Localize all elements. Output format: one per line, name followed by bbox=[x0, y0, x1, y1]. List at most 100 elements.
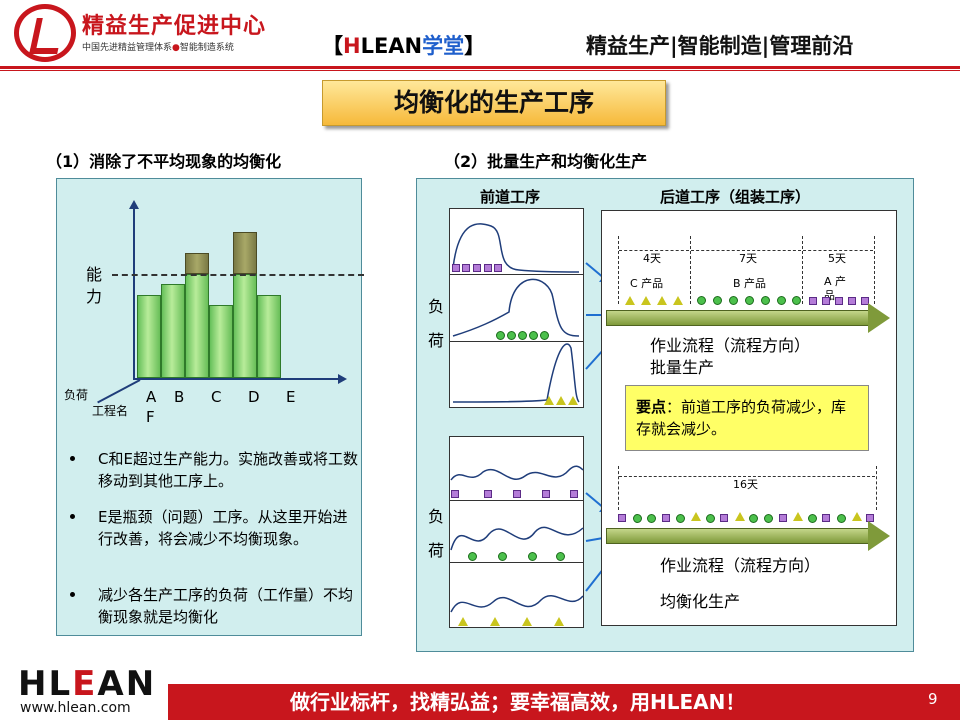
load-label-bottom: 负 荷 bbox=[428, 500, 448, 568]
segment-c-product: C 产品 bbox=[630, 277, 664, 290]
level-days: 16天 bbox=[733, 478, 758, 491]
c-product-square bbox=[861, 297, 869, 305]
dim-line-level bbox=[619, 476, 875, 477]
segment-c-days: 4天 bbox=[643, 252, 661, 265]
segment-marker bbox=[874, 236, 875, 304]
left-section-title: （1）消除了不平均现象的均衡化 bbox=[46, 152, 282, 171]
b-product-circle bbox=[761, 296, 770, 305]
b-product-circle bbox=[518, 331, 527, 340]
flow-direction-arrowhead-icon bbox=[868, 303, 890, 333]
load-bar-b bbox=[161, 284, 185, 378]
process-label-d: D bbox=[248, 388, 260, 406]
leveling-panel bbox=[56, 178, 362, 636]
footer-logo-an: AN bbox=[97, 664, 157, 704]
batch-mode-label: 批量生产 bbox=[650, 358, 715, 377]
b-product-circle bbox=[529, 331, 538, 340]
x-axis-label: 工程名 bbox=[92, 404, 129, 418]
footer-logo-l: L bbox=[48, 664, 73, 704]
segment-a-product: A 产品 bbox=[824, 275, 847, 302]
c-product-square bbox=[484, 490, 492, 498]
level-load-curve-1 bbox=[450, 465, 584, 481]
org-logo-icon bbox=[14, 4, 76, 62]
brand-lean: LEAN bbox=[360, 34, 423, 58]
bullet-2: E是瓶颈（问题）工序。从这里开始进行改善，将会减少不均衡现象。 bbox=[98, 508, 348, 548]
b-product-circle bbox=[496, 331, 505, 340]
y-axis-label: 负荷 bbox=[64, 388, 89, 402]
b-product-circle bbox=[792, 296, 801, 305]
b-product-circle bbox=[468, 552, 477, 561]
batch-load-curve-1 bbox=[452, 223, 580, 273]
overload-bar-e bbox=[233, 232, 257, 274]
brand-school: 学堂 bbox=[422, 34, 465, 58]
level-load-curves bbox=[450, 465, 584, 613]
load-label-top: 负 荷 bbox=[428, 290, 448, 358]
page-number: 9 bbox=[928, 690, 938, 708]
header-divider bbox=[0, 66, 960, 69]
a-product-triangle bbox=[490, 617, 500, 626]
process-label-b: B bbox=[174, 388, 185, 406]
key-point-note: 要点：前道工序的负荷减少，库存就会减少。 bbox=[625, 385, 869, 451]
batch-load-curves bbox=[452, 223, 580, 403]
footer-bar bbox=[168, 684, 960, 720]
process-label-c: C bbox=[211, 388, 222, 406]
segment-marker bbox=[618, 466, 619, 510]
c-product-square bbox=[451, 490, 459, 498]
load-bar-a bbox=[137, 294, 161, 378]
b-product-circle bbox=[697, 296, 706, 305]
a-product-triangle bbox=[734, 512, 745, 521]
b-product-circle bbox=[556, 552, 565, 561]
org-subtitle: 中国先进精益管理体系●智能制造系统 bbox=[82, 40, 234, 53]
flow-direction-arrowhead-icon bbox=[868, 521, 890, 551]
load-bar-e bbox=[233, 274, 257, 378]
brand-h: H bbox=[343, 34, 361, 58]
c-product-square bbox=[720, 514, 729, 522]
load-bar-f bbox=[257, 294, 281, 378]
footer-logo: HLEAN bbox=[18, 664, 156, 704]
segment-marker bbox=[690, 236, 691, 304]
key-point-bold: 要点 bbox=[636, 398, 667, 416]
b-product-circle bbox=[647, 514, 657, 523]
header-tagline: 精益生产|智能制造|管理前沿 bbox=[586, 34, 854, 58]
load-bar-c bbox=[185, 274, 209, 378]
c-product-square bbox=[835, 297, 843, 305]
load-bar-d bbox=[209, 305, 233, 378]
b-product-circle bbox=[745, 296, 754, 305]
c-product-square bbox=[513, 490, 521, 498]
bullet-1: C和E超过生产能力。实施改善或将工数移动到其他工序上。 bbox=[98, 450, 358, 490]
a-product-triangle bbox=[851, 512, 862, 521]
c-product-square bbox=[618, 514, 626, 522]
flow-direction-arrow bbox=[606, 528, 870, 544]
x-axis bbox=[133, 378, 339, 380]
footer-slogan: 做行业标杆，找精弘益；要幸福高效，用HLEAN！ bbox=[290, 690, 746, 714]
segment-marker bbox=[618, 236, 619, 304]
b-product-circle bbox=[729, 296, 738, 305]
segment-b-days: 7天 bbox=[739, 252, 757, 265]
b-product-circle bbox=[777, 296, 786, 305]
dim-line-a bbox=[803, 250, 873, 251]
a-product-triangle bbox=[657, 296, 667, 305]
b-product-circle bbox=[764, 514, 773, 523]
load-label-bottom-1: 负 bbox=[428, 507, 445, 526]
flow-direction-arrow bbox=[606, 310, 870, 326]
b-product-circle bbox=[507, 331, 516, 340]
c-product-square bbox=[661, 514, 670, 522]
footer-logo-h: H bbox=[18, 664, 49, 704]
front-divider bbox=[449, 274, 584, 275]
b-product-circle bbox=[807, 514, 817, 523]
batch-load-curve-2 bbox=[452, 278, 580, 337]
front-divider bbox=[449, 341, 584, 342]
c-product-square bbox=[809, 297, 817, 305]
level-load-curve-3 bbox=[450, 594, 584, 613]
footer-url[interactable]: www.hlean.com bbox=[20, 700, 131, 716]
a-product-triangle bbox=[625, 296, 635, 305]
level-mode-label: 均衡化生产 bbox=[660, 592, 741, 611]
overload-bar-c bbox=[185, 253, 209, 274]
capacity-line bbox=[112, 274, 364, 276]
c-product-square bbox=[822, 297, 830, 305]
org-subtitle-1: 中国先进精益管理体系 bbox=[82, 43, 173, 53]
load-label-top-1: 负 bbox=[428, 297, 445, 316]
b-product-circle bbox=[705, 514, 715, 523]
a-product-triangle bbox=[556, 396, 566, 405]
org-subtitle-2: 智能制造系统 bbox=[179, 43, 234, 53]
b-product-circle bbox=[837, 514, 846, 523]
